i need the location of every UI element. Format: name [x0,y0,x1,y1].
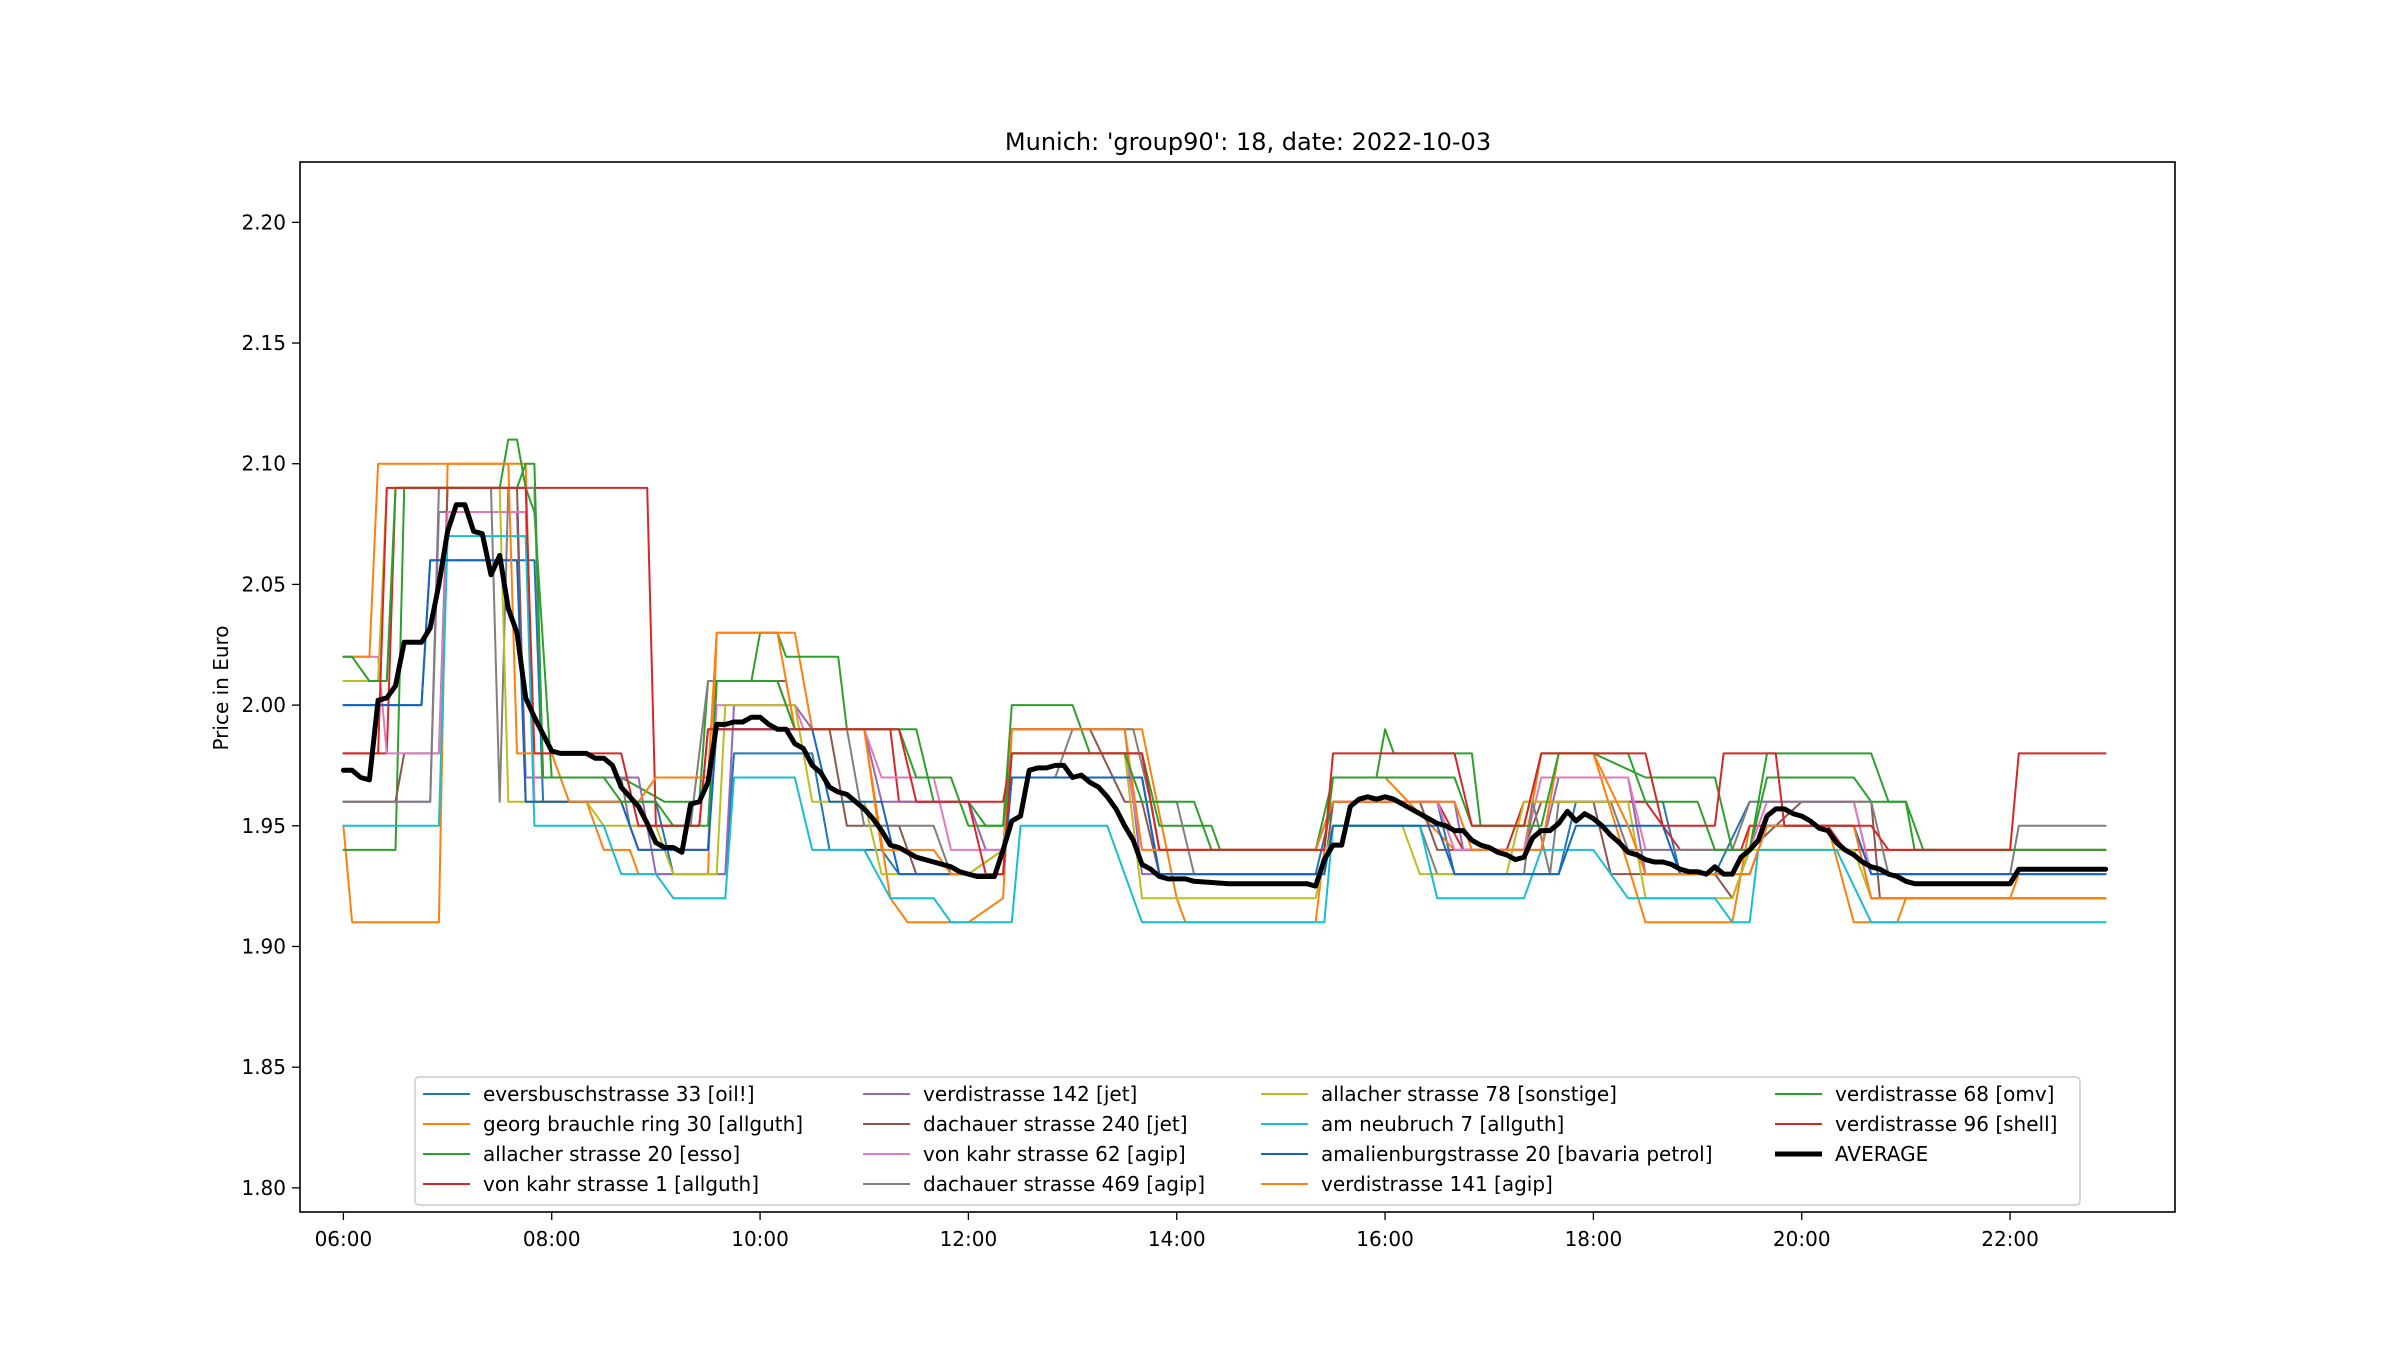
legend-item-allacher-strasse-20-esso: allacher strasse 20 [esso] [423,1142,740,1166]
x-tick-label: 06:00 [315,1227,373,1251]
x-tick-label: 14:00 [1148,1227,1206,1251]
legend-item-verdistrasse-68-omv: verdistrasse 68 [omv] [1775,1082,2054,1106]
y-tick-label: 1.85 [241,1055,286,1079]
legend-label: amalienburgstrasse 20 [bavaria petrol] [1321,1142,1713,1166]
plot-area-frame [299,161,2176,1213]
legend-item-amalienburgstrasse-20-bavaria-petrol: amalienburgstrasse 20 [bavaria petrol] [1261,1142,1713,1166]
y-tick-label: 1.80 [241,1176,286,1200]
x-tick-label: 10:00 [731,1227,789,1251]
series-line-verdistrasse-96-shell [342,486,2107,876]
legend-item-verdistrasse-141-agip: verdistrasse 141 [agip] [1261,1172,1553,1196]
y-axis: 1.80 1.85 1.90 1.95 2.00 2.05 2.10 2.15 2.20 [241,210,300,1200]
legend: eversbuschstrasse 33 [oil!] georg brauchl… [414,1076,2081,1206]
y-tick-label: 2.20 [241,210,286,234]
legend-item-allacher-strasse-78-sonstige: allacher strasse 78 [sonstige] [1261,1082,1617,1106]
y-tick-label: 1.90 [241,934,286,958]
y-tick-label: 2.10 [241,452,286,476]
y-tick-label: 2.05 [241,572,286,596]
legend-label: verdistrasse 68 [omv] [1835,1082,2054,1106]
x-tick-label: 20:00 [1773,1227,1831,1251]
series-layer [340,438,2109,924]
legend-item-verdistrasse-96-shell: verdistrasse 96 [shell] [1775,1112,2057,1136]
legend-label: verdistrasse 142 [jet] [923,1082,1137,1106]
legend-item-verdistrasse-142-jet: verdistrasse 142 [jet] [863,1082,1137,1106]
x-tick-label: 22:00 [1981,1227,2039,1251]
series-line-am-neubruch-7-allguth [342,535,2107,924]
legend-label: allacher strasse 78 [sonstige] [1321,1082,1617,1106]
legend-label: AVERAGE [1835,1142,1928,1166]
y-axis-label: Price in Euro [209,625,233,750]
y-tick-label: 2.15 [241,331,286,355]
series-line-average [340,502,2109,889]
legend-item-eversbuschstrasse-33-oil: eversbuschstrasse 33 [oil!] [423,1082,755,1106]
x-tick-label: 08:00 [523,1227,581,1251]
x-tick-label: 18:00 [1565,1227,1623,1251]
y-tick-label: 2.00 [241,693,286,717]
legend-box [414,1076,2081,1206]
legend-label: dachauer strasse 469 [agip] [923,1172,1205,1196]
legend-label: verdistrasse 96 [shell] [1835,1112,2057,1136]
legend-item-von-kahr-strasse-62-agip: von kahr strasse 62 [agip] [863,1142,1186,1166]
legend-label: eversbuschstrasse 33 [oil!] [483,1082,755,1106]
legend-item-dachauer-strasse-469-agip: dachauer strasse 469 [agip] [863,1172,1205,1196]
legend-label: von kahr strasse 1 [allguth] [483,1172,759,1196]
chart-title: Munich: 'group90': 18, date: 2022-10-03 [1005,128,1491,156]
x-tick-label: 12:00 [940,1227,998,1251]
legend-label: am neubruch 7 [allguth] [1321,1112,1564,1136]
legend-label: dachauer strasse 240 [jet] [923,1112,1188,1136]
legend-item-am-neubruch-7-allguth: am neubruch 7 [allguth] [1261,1112,1564,1136]
legend-label: von kahr strasse 62 [agip] [923,1142,1186,1166]
legend-item-dachauer-strasse-240-jet: dachauer strasse 240 [jet] [863,1112,1188,1136]
legend-label: georg brauchle ring 30 [allguth] [483,1112,803,1136]
legend-label: allacher strasse 20 [esso] [483,1142,740,1166]
x-axis: 06:00 08:00 10:00 12:00 14:00 16:00 18:00 20:00… [315,1212,2039,1251]
legend-item-average: AVERAGE [1775,1142,1928,1166]
y-tick-label: 1.95 [241,814,286,838]
legend-item-von-kahr-strasse-1-allguth: von kahr strasse 1 [allguth] [423,1172,759,1196]
legend-item-georg-brauchle-ring-30-allguth: georg brauchle ring 30 [allguth] [423,1112,803,1136]
x-tick-label: 16:00 [1356,1227,1414,1251]
legend-label: verdistrasse 141 [agip] [1321,1172,1553,1196]
